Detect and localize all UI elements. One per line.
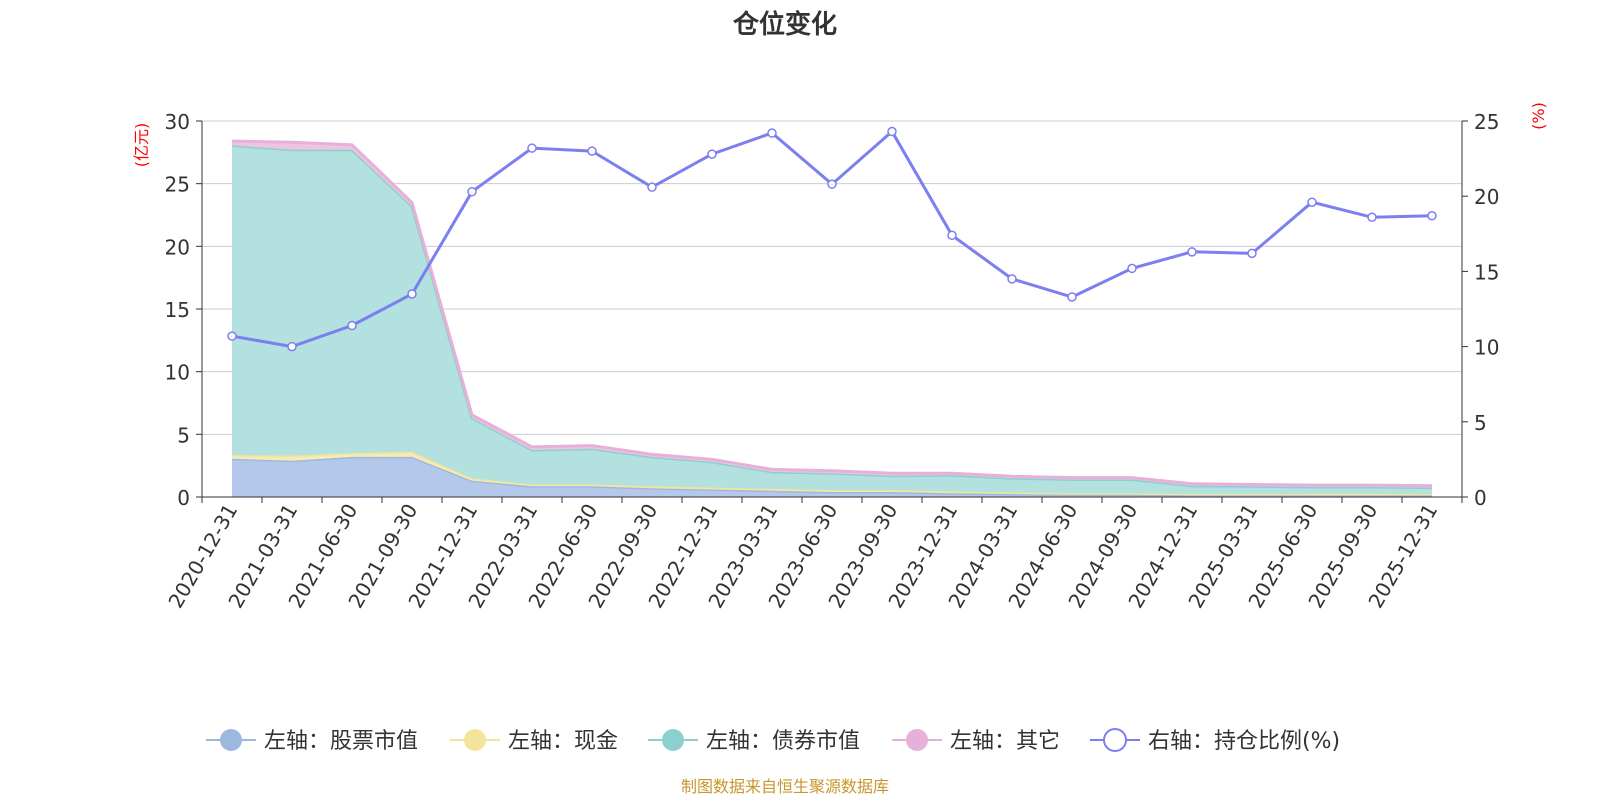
right-tick-label: 15	[1474, 260, 1499, 284]
left-axis-unit: (亿元)	[132, 123, 151, 168]
left-tick-label: 25	[165, 173, 190, 197]
right-tick-label: 25	[1474, 110, 1499, 134]
ratio-point	[1247, 248, 1257, 259]
ratio-point	[527, 143, 537, 153]
ratio-point	[287, 341, 297, 352]
left-tick-label: 20	[165, 235, 190, 259]
right-tick-label: 20	[1474, 185, 1499, 209]
legend-marker	[1103, 728, 1127, 752]
left-tick-label: 5	[177, 423, 190, 447]
legend-label: 左轴：股票市值	[264, 729, 418, 754]
left-tick-label: 0	[177, 486, 190, 510]
ratio-point	[947, 230, 957, 241]
left-tick-label: 30	[165, 110, 190, 134]
legend-marker	[662, 729, 684, 751]
legend-label: 左轴：现金	[508, 729, 618, 754]
ratio-point	[1307, 197, 1317, 207]
right-tick-label: 5	[1474, 411, 1487, 435]
area-edge-左轴：其它	[231, 139, 1433, 488]
area-左轴：债券市值	[232, 145, 1432, 494]
ratio-point	[587, 146, 597, 156]
ratio-point	[1367, 212, 1377, 223]
right-axis-unit: (%)	[1529, 102, 1548, 130]
left-tick-label: 10	[165, 361, 190, 385]
legend-marker	[906, 729, 928, 751]
ratio-point	[467, 186, 477, 197]
legend-marker	[220, 729, 242, 751]
stacked-areas	[231, 139, 1433, 497]
ratio-point	[227, 331, 237, 341]
legend-label: 左轴：债券市值	[706, 729, 860, 754]
chart-title: 仓位变化	[732, 9, 837, 40]
source-note: 制图数据来自恒生聚源数据库	[681, 777, 889, 796]
holding-ratio-line	[227, 126, 1437, 352]
ratio-point	[1067, 292, 1077, 302]
legend: 左轴：股票市值 左轴：现金 左轴：债券市值 左轴：其它 右轴：持仓比例(%)	[206, 728, 1340, 754]
ratio-point	[407, 289, 417, 299]
ratio-point	[1187, 247, 1197, 257]
left-tick-label: 15	[165, 298, 190, 322]
area-左轴：现金	[232, 451, 1432, 496]
legend-label: 左轴：其它	[950, 729, 1060, 754]
right-tick-label: 0	[1474, 486, 1487, 510]
legend-marker	[464, 729, 486, 751]
ratio-point	[827, 179, 837, 189]
ratio-point	[1007, 274, 1017, 284]
ratio-point	[347, 320, 357, 331]
legend-label: 右轴：持仓比例(%)	[1148, 729, 1340, 754]
ratio-point	[707, 149, 717, 159]
ratio-point	[767, 128, 777, 138]
ratio-point	[1427, 211, 1437, 221]
right-tick-label: 10	[1474, 336, 1499, 360]
ratio-point	[887, 126, 897, 137]
ratio-point	[1127, 263, 1137, 274]
ratio-point	[647, 182, 657, 192]
